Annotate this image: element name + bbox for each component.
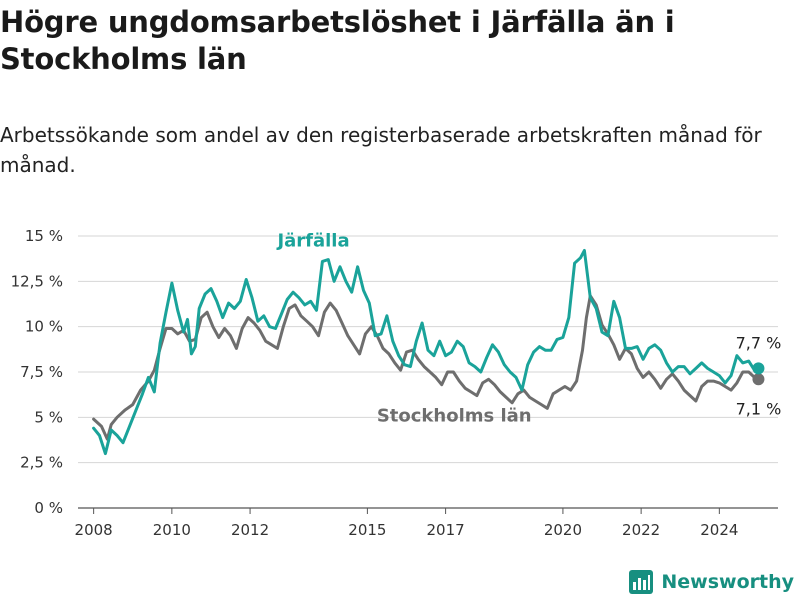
- series-line-järfälla: [92, 249, 760, 456]
- series-line-stockholms-län: [92, 294, 760, 441]
- bar-chart-logo-icon: [629, 570, 654, 594]
- series-label-jarfalla: Järfälla: [275, 231, 349, 252]
- y-tick-label: 0 %: [34, 499, 63, 517]
- x-tick-label: 2012: [231, 521, 269, 539]
- y-tick-label: 12,5 %: [11, 272, 63, 290]
- end-value-label-jarfalla: 7,7 %: [736, 333, 782, 352]
- y-tick-label: 15 %: [25, 227, 63, 245]
- series-lines: [92, 249, 765, 456]
- x-tick-label: 2017: [427, 521, 465, 539]
- x-tick-label: 2022: [622, 521, 660, 539]
- x-tick-label: 2024: [700, 521, 738, 539]
- series-end-point-stockholms-län: [752, 373, 765, 386]
- series-end-point-järfälla: [752, 362, 765, 375]
- axes: 0 % 2,5 % 5 % 7,5 % 10 % 12,5 % 15 % 2008 2010 20…: [11, 227, 739, 539]
- x-tick-label: 2015: [348, 521, 386, 539]
- grid-lines: [78, 235, 778, 509]
- newsworthy-logo: Newsworthy: [629, 570, 794, 594]
- end-value-label-stockholms-lan: 7,1 %: [736, 399, 782, 418]
- x-tick-label: 2008: [75, 521, 113, 539]
- y-tick-label: 10 %: [25, 318, 63, 336]
- y-tick-label: 5 %: [34, 408, 63, 426]
- chart-labels: Stockholms län Järfälla 7,7 % 7,1 %: [275, 231, 781, 427]
- y-tick-label: 2,5 %: [20, 454, 63, 472]
- series-label-stockholms-lan: Stockholms län: [377, 405, 532, 426]
- x-tick-label: 2020: [544, 521, 582, 539]
- brand-name: Newsworthy: [661, 571, 794, 593]
- chart-subtitle: Arbetssökande som andel av den registerb…: [0, 123, 762, 177]
- chart-title: Högre ungdomsarbetslöshet i Järfälla än …: [0, 5, 675, 76]
- x-tick-label: 2010: [153, 521, 191, 539]
- y-tick-label: 7,5 %: [20, 363, 63, 381]
